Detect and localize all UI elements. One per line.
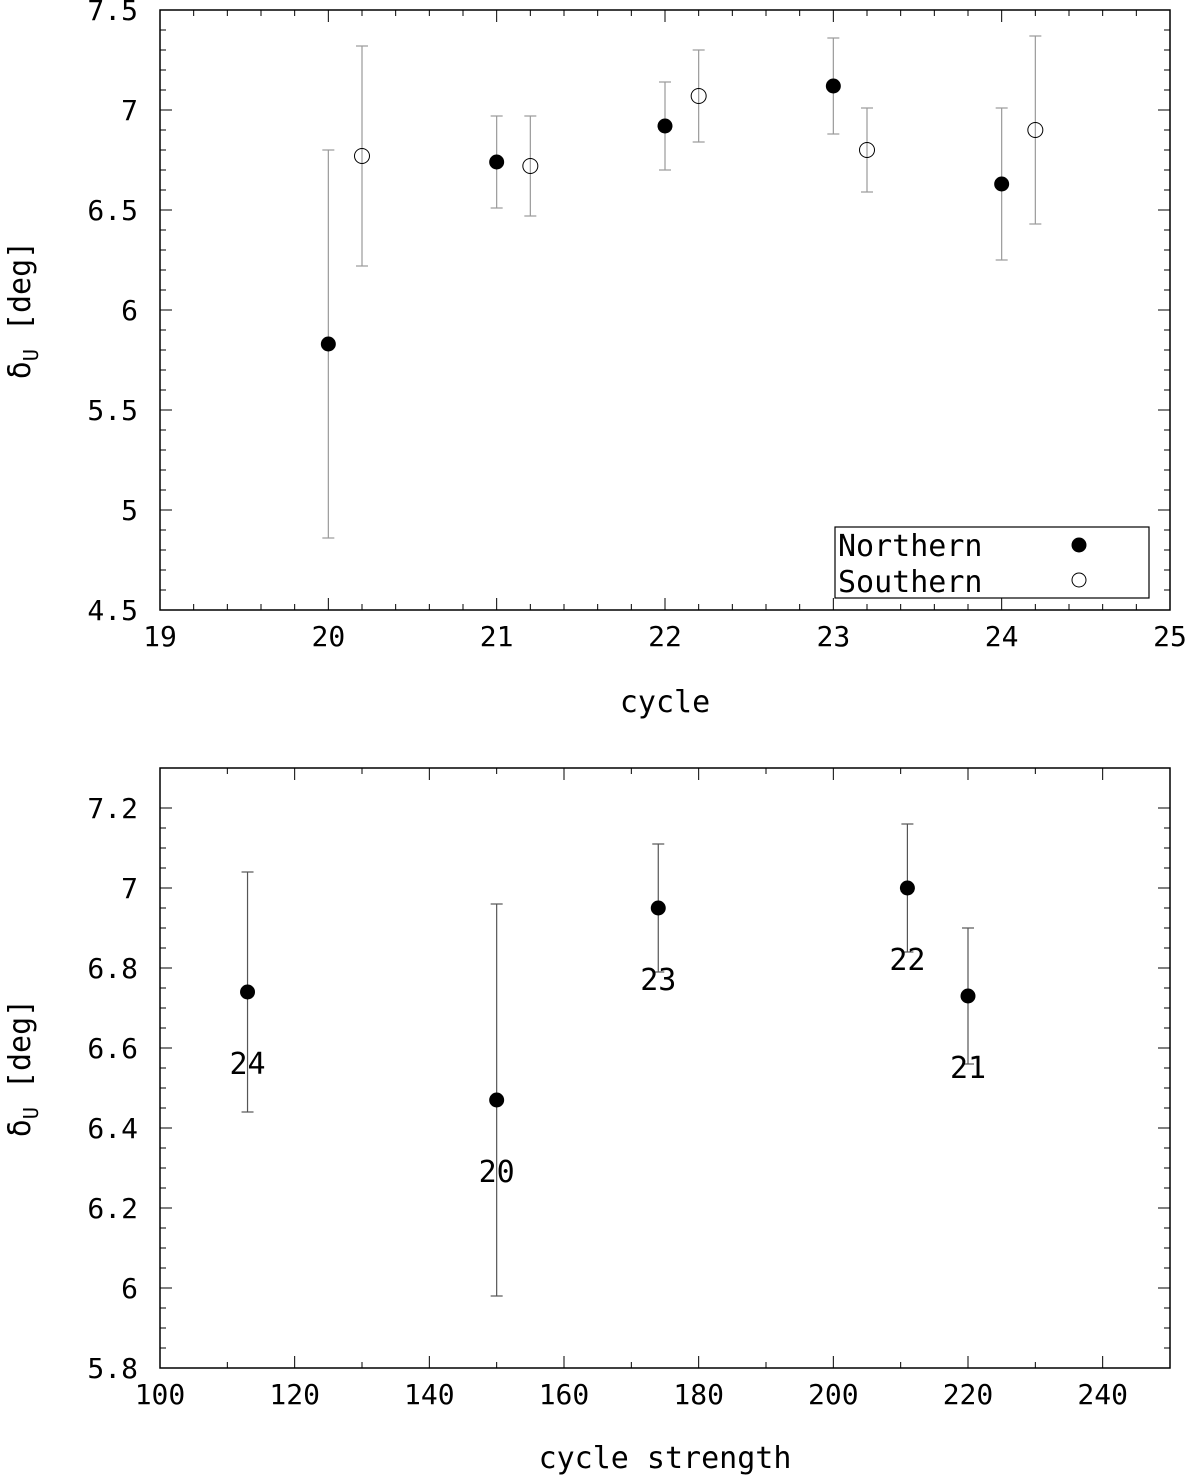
y-tick-label: 6 — [121, 294, 138, 327]
data-point-southern — [354, 148, 370, 164]
y-tick-label: 6.8 — [87, 952, 138, 985]
svg-text:δU[deg]: δU [deg] — [3, 999, 43, 1137]
tick-marks-top — [159, 9, 1171, 611]
x-tick-label: 160 — [539, 1378, 590, 1411]
legend-box — [834, 526, 1150, 599]
point-labels-bottom: 24 20 23 22 21 — [229, 943, 986, 1190]
legend-marker-southern — [1071, 572, 1087, 588]
y-tick-label: 5 — [121, 494, 138, 527]
legend-marker-northern — [1071, 537, 1087, 553]
y-tick-label: 6.2 — [87, 1192, 138, 1225]
data-point — [489, 1092, 505, 1108]
data-point-northern — [657, 118, 673, 134]
data-points-bottom — [240, 880, 976, 1108]
y-tick-label: 7 — [121, 872, 138, 905]
y-axis-symbol-bottom: δ — [3, 1119, 38, 1137]
legend-label-northern: Northern — [838, 529, 983, 564]
point-label: 24 — [229, 1047, 265, 1082]
legend-label-southern: Southern — [838, 565, 983, 600]
error-bars-bottom — [241, 823, 974, 1297]
data-point — [650, 900, 666, 916]
x-tick-labels-top: 19 20 21 22 23 24 25 — [143, 620, 1187, 653]
data-point-southern — [1027, 122, 1044, 138]
y-tick-label: 6.6 — [87, 1032, 138, 1065]
x-tick-label: 21 — [480, 620, 514, 653]
x-tick-label: 180 — [673, 1378, 724, 1411]
chart-cycle-strength: 100 120 140 160 180 200 220 240 5.8 6 6.2 6.4 6.6 6.… — [3, 767, 1171, 1476]
data-point-southern — [859, 142, 875, 158]
point-label: 22 — [889, 943, 925, 978]
y-tick-labels-top: 4.5 5 5.5 6 6.5 7 7.5 — [87, 0, 138, 627]
y-tick-label: 5.5 — [87, 394, 138, 427]
legend: Northern Southern — [834, 526, 1150, 600]
x-tick-label: 24 — [985, 620, 1019, 653]
chart-cycle: 19 20 21 22 23 24 25 4.5 5 5.5 6 6.5 7 7.5 cycle δU [… — [3, 0, 1187, 720]
data-point — [899, 880, 915, 896]
y-tick-labels-bottom: 5.8 6 6.2 6.4 6.6 6.8 7 7.2 — [87, 792, 138, 1385]
error-bars-top — [322, 35, 1042, 539]
data-point-southern — [522, 158, 539, 174]
data-point — [960, 988, 976, 1004]
y-axis-unit-bottom: [deg] — [3, 999, 38, 1089]
x-tick-label: 100 — [135, 1378, 186, 1411]
data-points-top — [320, 78, 1044, 352]
y-tick-label: 7.2 — [87, 792, 138, 825]
tick-marks-bottom — [159, 768, 1170, 1369]
x-tick-label: 220 — [943, 1378, 994, 1411]
y-tick-label: 6.5 — [87, 194, 138, 227]
y-tick-label: 6 — [121, 1272, 138, 1305]
y-axis-subscript-top: U — [19, 349, 43, 361]
x-tick-label: 23 — [816, 620, 850, 653]
x-tick-label: 200 — [808, 1378, 859, 1411]
data-point-northern — [320, 336, 336, 352]
x-tick-label: 19 — [143, 620, 177, 653]
x-tick-label: 22 — [648, 620, 682, 653]
svg-text:δU[deg]: δU [deg] — [3, 241, 43, 379]
data-point-northern — [825, 78, 841, 94]
plot-frame-bottom — [159, 767, 1171, 1369]
y-tick-label: 7.5 — [87, 0, 138, 27]
x-tick-label: 25 — [1153, 620, 1187, 653]
y-tick-label: 5.8 — [87, 1352, 138, 1385]
x-tick-labels-bottom: 100 120 140 160 180 200 220 240 — [135, 1378, 1128, 1411]
data-point-northern — [489, 154, 505, 170]
point-label: 21 — [950, 1051, 986, 1086]
x-tick-label: 20 — [311, 620, 345, 653]
x-tick-label: 240 — [1077, 1378, 1128, 1411]
y-tick-label: 7 — [121, 94, 138, 127]
y-axis-label-bottom: δU [deg] — [3, 999, 43, 1137]
y-axis-label-top: δU [deg] — [3, 241, 43, 379]
y-axis-subscript-bottom: U — [19, 1107, 43, 1119]
x-tick-label: 120 — [269, 1378, 320, 1411]
y-axis-unit-top: [deg] — [3, 241, 38, 331]
x-tick-label: 140 — [404, 1378, 455, 1411]
data-point-southern — [690, 88, 707, 104]
y-axis-symbol-top: δ — [3, 361, 38, 379]
data-point — [240, 984, 256, 1000]
x-axis-label-bottom: cycle strength — [539, 1441, 792, 1476]
y-tick-label: 6.4 — [87, 1112, 138, 1145]
point-label: 23 — [640, 963, 676, 998]
x-axis-label-top: cycle — [620, 685, 710, 720]
y-tick-label: 4.5 — [87, 594, 138, 627]
data-point-northern — [994, 176, 1010, 192]
point-label: 20 — [479, 1155, 515, 1190]
